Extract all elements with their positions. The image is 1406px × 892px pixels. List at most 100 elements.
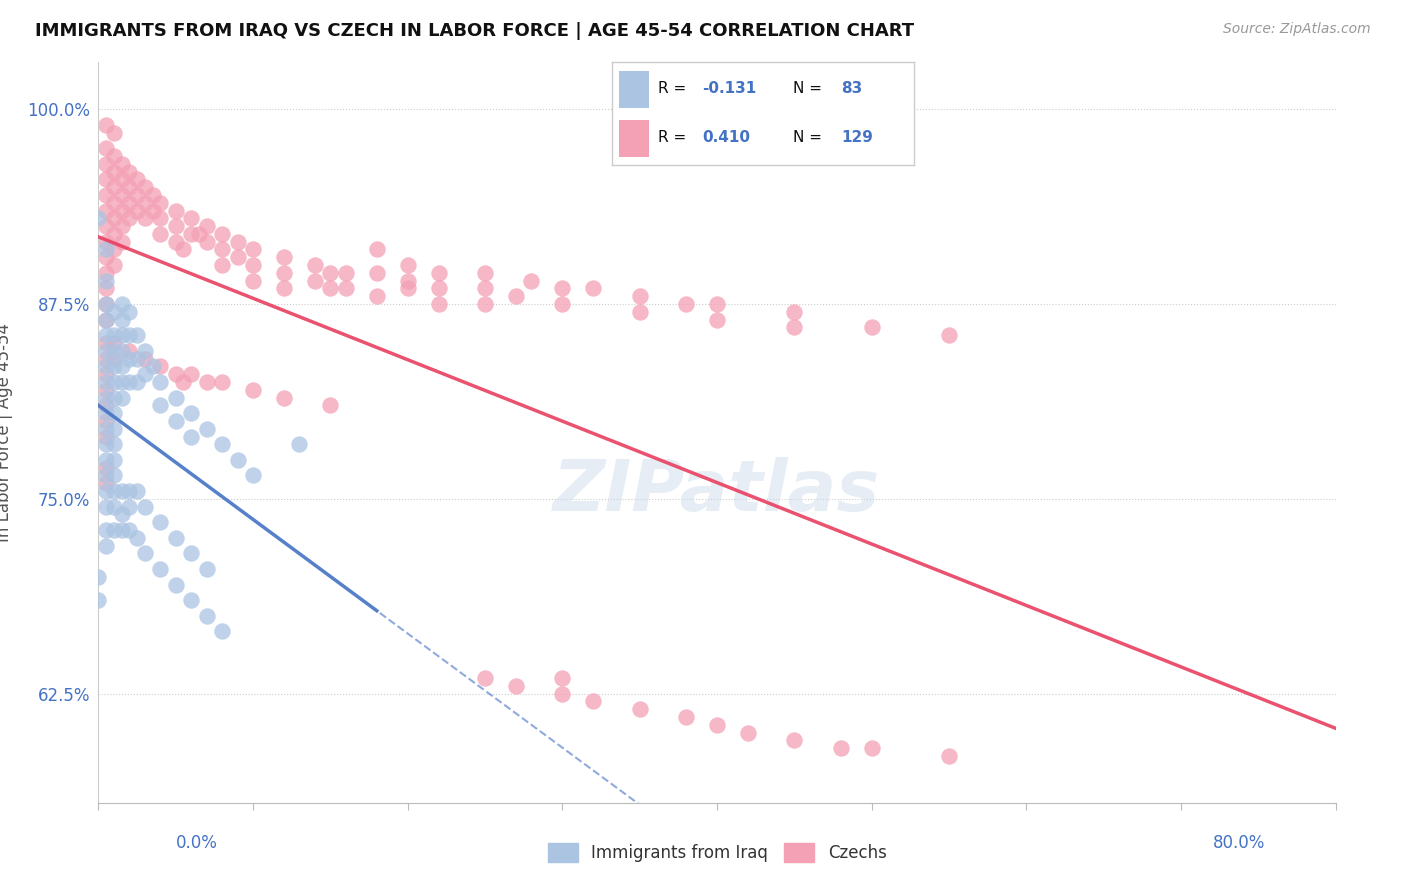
Point	[134, 546, 156, 560]
Point	[103, 391, 125, 405]
Point	[103, 484, 125, 499]
Point	[396, 281, 419, 295]
Point	[103, 126, 125, 140]
Point	[149, 227, 172, 241]
FancyBboxPatch shape	[619, 70, 650, 108]
Point	[111, 523, 132, 537]
Point	[273, 250, 295, 264]
Point	[96, 391, 118, 405]
Point	[103, 305, 125, 319]
Point	[628, 702, 651, 716]
Point	[103, 351, 125, 366]
Point	[165, 219, 187, 233]
Point	[111, 343, 132, 358]
Point	[396, 274, 419, 288]
Point	[551, 687, 574, 701]
Point	[783, 320, 806, 334]
Text: Source: ZipAtlas.com: Source: ZipAtlas.com	[1223, 22, 1371, 37]
Point	[111, 508, 132, 522]
Point	[103, 343, 125, 358]
Point	[103, 258, 125, 272]
Point	[96, 351, 118, 366]
Text: N =: N =	[793, 130, 823, 145]
Point	[319, 398, 342, 412]
Point	[103, 453, 125, 467]
Point	[172, 375, 194, 389]
Point	[118, 484, 141, 499]
Point	[111, 328, 132, 343]
Point	[195, 375, 218, 389]
Point	[273, 266, 295, 280]
Point	[111, 375, 132, 389]
Point	[226, 250, 249, 264]
Point	[96, 375, 118, 389]
Point	[180, 367, 202, 381]
Point	[127, 172, 149, 186]
Point	[134, 180, 156, 194]
Point	[96, 141, 118, 155]
Point	[96, 157, 118, 171]
Point	[396, 258, 419, 272]
Point	[149, 398, 172, 412]
Point	[96, 359, 118, 374]
Point	[127, 203, 149, 218]
Point	[427, 281, 450, 295]
Text: -0.131: -0.131	[703, 81, 756, 96]
Point	[180, 211, 202, 226]
Point	[226, 235, 249, 249]
Point	[96, 243, 118, 257]
Point	[211, 375, 233, 389]
Point	[211, 243, 233, 257]
Point	[103, 437, 125, 451]
Point	[366, 266, 388, 280]
Point	[87, 211, 110, 226]
Point	[118, 305, 141, 319]
Point	[211, 258, 233, 272]
Point	[118, 523, 141, 537]
Point	[582, 281, 605, 295]
Point	[134, 343, 156, 358]
Point	[149, 515, 172, 529]
Point	[551, 671, 574, 685]
Point	[96, 297, 118, 311]
Point	[96, 398, 118, 412]
Point	[127, 351, 149, 366]
Point	[706, 297, 728, 311]
Point	[96, 437, 118, 451]
Point	[706, 718, 728, 732]
Point	[783, 733, 806, 747]
Point	[628, 289, 651, 303]
Point	[273, 281, 295, 295]
Point	[938, 328, 960, 343]
Point	[520, 274, 543, 288]
Point	[242, 468, 264, 483]
Point	[127, 188, 149, 202]
Point	[111, 157, 132, 171]
Point	[96, 274, 118, 288]
Point	[118, 180, 141, 194]
Point	[195, 235, 218, 249]
Text: 83: 83	[841, 81, 863, 96]
Point	[134, 367, 156, 381]
Point	[111, 297, 132, 311]
Point	[118, 351, 141, 366]
Point	[103, 180, 125, 194]
Point	[96, 281, 118, 295]
Point	[96, 460, 118, 475]
Point	[180, 227, 202, 241]
Point	[96, 266, 118, 280]
Point	[87, 593, 110, 607]
Text: N =: N =	[793, 81, 823, 96]
Point	[111, 235, 132, 249]
Point	[96, 414, 118, 428]
Point	[103, 336, 125, 351]
Point	[165, 531, 187, 545]
Point	[319, 266, 342, 280]
Point	[87, 570, 110, 584]
Point	[118, 500, 141, 514]
Point	[103, 243, 125, 257]
Point	[273, 391, 295, 405]
Point	[103, 523, 125, 537]
Point	[111, 484, 132, 499]
Point	[226, 453, 249, 467]
